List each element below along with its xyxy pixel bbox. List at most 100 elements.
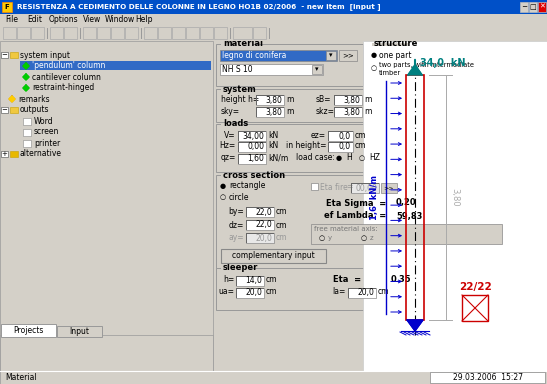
- Bar: [363, 41, 547, 371]
- Text: 0.35: 0.35: [391, 275, 412, 285]
- Bar: [1, 52, 8, 58]
- Bar: [236, 288, 237, 298]
- Bar: [23, 118, 31, 125]
- Text: cantilever column: cantilever column: [32, 73, 101, 81]
- Bar: [233, 27, 252, 39]
- Bar: [238, 154, 266, 164]
- Text: ua=: ua=: [218, 288, 234, 296]
- Text: =: =: [346, 182, 352, 192]
- Bar: [328, 131, 329, 141]
- Text: Hz=: Hz=: [220, 141, 236, 151]
- Text: ○: ○: [371, 65, 377, 71]
- Bar: [236, 276, 237, 286]
- Bar: [236, 276, 264, 286]
- Bar: [0, 41, 547, 371]
- Bar: [238, 131, 266, 132]
- Bar: [246, 233, 247, 243]
- Bar: [216, 175, 507, 275]
- Bar: [334, 95, 362, 96]
- Text: 'pendulum' column: 'pendulum' column: [32, 61, 106, 71]
- Text: 29.03.2006  15:27: 29.03.2006 15:27: [453, 373, 523, 382]
- Text: h=: h=: [223, 275, 234, 285]
- Text: 34,00: 34,00: [242, 131, 264, 141]
- Text: File: File: [5, 15, 18, 24]
- Text: +: +: [2, 151, 8, 157]
- Text: −: −: [2, 107, 8, 113]
- Bar: [334, 107, 362, 117]
- Text: 3,80: 3,80: [343, 96, 360, 104]
- Text: dz=: dz=: [229, 220, 244, 230]
- Text: >>: >>: [384, 185, 394, 190]
- Polygon shape: [23, 85, 29, 91]
- Text: 0,0: 0,0: [339, 142, 351, 152]
- Text: 22,0: 22,0: [255, 207, 272, 217]
- Bar: [238, 142, 239, 152]
- Text: cm: cm: [355, 131, 366, 139]
- Text: HZ: HZ: [369, 154, 380, 162]
- Bar: [10, 52, 18, 58]
- Text: ez=: ez=: [311, 131, 326, 139]
- Text: ●: ●: [220, 183, 226, 189]
- Bar: [125, 27, 138, 39]
- Text: timber: timber: [379, 70, 401, 76]
- Text: kN: kN: [268, 141, 278, 151]
- Bar: [200, 27, 213, 39]
- Bar: [64, 27, 77, 39]
- Bar: [31, 27, 44, 39]
- Text: Options: Options: [49, 15, 78, 24]
- Bar: [529, 2, 537, 12]
- Text: ▾: ▾: [329, 53, 333, 58]
- Bar: [246, 207, 274, 208]
- Text: outputs: outputs: [20, 106, 49, 114]
- Bar: [172, 27, 185, 39]
- Bar: [334, 95, 335, 105]
- Text: ○: ○: [220, 194, 226, 200]
- Text: Eta fire: Eta fire: [320, 182, 348, 192]
- Bar: [311, 224, 502, 244]
- Text: sleeper: sleeper: [223, 263, 258, 273]
- Bar: [246, 233, 274, 243]
- Text: ●: ●: [371, 52, 377, 58]
- Bar: [256, 107, 284, 108]
- Text: legno di conifera: legno di conifera: [222, 51, 287, 60]
- Bar: [236, 288, 264, 289]
- Bar: [17, 27, 30, 39]
- Bar: [246, 233, 274, 234]
- Bar: [144, 27, 157, 39]
- Bar: [326, 51, 336, 60]
- Text: cm: cm: [266, 275, 277, 285]
- Bar: [238, 154, 266, 155]
- Bar: [221, 88, 246, 91]
- Text: 20,0: 20,0: [245, 288, 262, 298]
- Bar: [216, 268, 507, 310]
- Text: 0,0: 0,0: [339, 131, 351, 141]
- Bar: [334, 107, 335, 117]
- Text: 1,6  kN/m: 1,6 kN/m: [370, 175, 379, 220]
- Bar: [216, 124, 507, 172]
- Bar: [238, 142, 266, 143]
- Bar: [312, 65, 322, 74]
- Bar: [83, 27, 96, 39]
- Bar: [372, 43, 408, 46]
- Bar: [0, 41, 213, 371]
- Polygon shape: [23, 63, 29, 69]
- Text: cm: cm: [276, 207, 288, 217]
- Bar: [20, 61, 211, 70]
- Bar: [0, 14, 547, 25]
- Text: V=: V=: [224, 131, 236, 139]
- Bar: [246, 207, 274, 217]
- Text: sky=: sky=: [221, 106, 240, 116]
- Text: alternative: alternative: [20, 149, 62, 159]
- Bar: [23, 140, 31, 147]
- Bar: [348, 288, 349, 298]
- Text: cm: cm: [378, 288, 389, 296]
- Bar: [246, 220, 274, 230]
- Bar: [328, 131, 353, 132]
- Bar: [328, 142, 353, 152]
- Text: ef Lambda  =: ef Lambda =: [324, 212, 386, 220]
- Text: Eta Sigma  =: Eta Sigma =: [326, 199, 386, 207]
- Bar: [236, 288, 264, 298]
- Text: ay=: ay=: [229, 233, 244, 243]
- Text: 34,0  kN: 34,0 kN: [420, 58, 465, 68]
- Bar: [238, 131, 266, 141]
